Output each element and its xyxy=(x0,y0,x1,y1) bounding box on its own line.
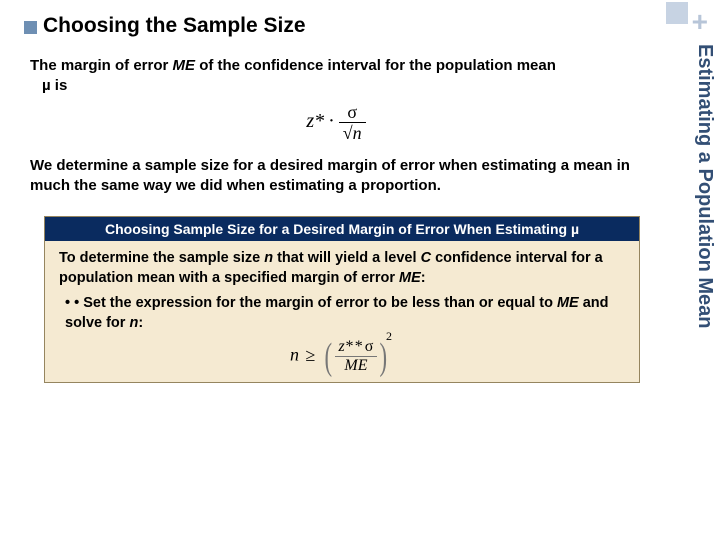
f2-sigma: σ xyxy=(365,338,374,355)
f2-ge: ≥ xyxy=(303,345,317,365)
callout-body: To determine the sample size n that will… xyxy=(45,241,639,382)
c-p2me: ME xyxy=(557,295,579,311)
p1-a: The margin of error xyxy=(30,57,173,74)
f1-num: σ xyxy=(339,103,366,123)
formula-n: n ≥ ( z**σ ME ) 2 xyxy=(59,339,627,374)
c-p2n: n xyxy=(129,315,138,331)
f2-frac: z**σ ME xyxy=(335,339,378,374)
callout-p1: To determine the sample size n that will… xyxy=(59,249,627,288)
c-p1me: ME xyxy=(399,270,421,286)
heading-text: Choosing the Sample Size xyxy=(43,14,306,38)
callout-box: Choosing Sample Size for a Desired Margi… xyxy=(44,216,640,383)
p1-c: µ is xyxy=(42,77,67,94)
f2-me: ME xyxy=(344,357,367,374)
heading-rest: the Sample Size xyxy=(140,14,306,37)
paragraph-1: The margin of error ME of the confidence… xyxy=(30,56,630,97)
side-section-label: Estimating a Population Mean xyxy=(693,44,716,328)
callout-header: Choosing Sample Size for a Desired Margi… xyxy=(45,217,639,241)
f1-fraction: σ√n xyxy=(339,103,366,142)
heading-prefix: Choosing xyxy=(43,14,140,37)
f1-n: n xyxy=(353,123,362,143)
rparen-icon: ) xyxy=(380,340,388,374)
f2-exp: 2 xyxy=(386,329,392,343)
f2-den: ME xyxy=(335,357,378,374)
c-p1n: n xyxy=(264,250,273,266)
formula-me: z*·σ√n xyxy=(24,103,648,142)
corner-decoration xyxy=(666,2,688,24)
c-p1C: C xyxy=(421,250,431,266)
p1-me: ME xyxy=(173,57,196,74)
callout-p2: • • Set the expression for the margin of… xyxy=(59,294,627,333)
f2-z: z* xyxy=(339,338,353,355)
f1-z: z* xyxy=(306,110,324,132)
f2-n: n xyxy=(290,345,299,365)
f1-sqrt: √ xyxy=(343,123,353,143)
slide-heading: Choosing the Sample Size xyxy=(24,14,648,38)
f2-num: z**σ xyxy=(335,339,378,357)
lparen-icon: ( xyxy=(324,340,332,374)
c-p1b: that will yield a level xyxy=(273,250,420,266)
f2-mult: * xyxy=(353,338,365,355)
paragraph-2: We determine a sample size for a desired… xyxy=(30,156,630,197)
plus-icon: + xyxy=(692,6,708,38)
c-p1a: To determine the sample size xyxy=(59,250,264,266)
c-p1d: : xyxy=(421,270,426,286)
f1-dot: · xyxy=(324,110,339,132)
bullet-square-icon xyxy=(24,21,37,34)
f1-den: √n xyxy=(339,123,366,142)
p1-b: of the confidence interval for the popul… xyxy=(195,57,556,74)
f2-paren: ( z**σ ME ) xyxy=(322,339,390,374)
c-p2a: • • Set the expression for the margin of… xyxy=(65,295,557,311)
c-p2c: : xyxy=(138,315,143,331)
slide-content: Choosing the Sample Size The margin of e… xyxy=(0,0,668,393)
